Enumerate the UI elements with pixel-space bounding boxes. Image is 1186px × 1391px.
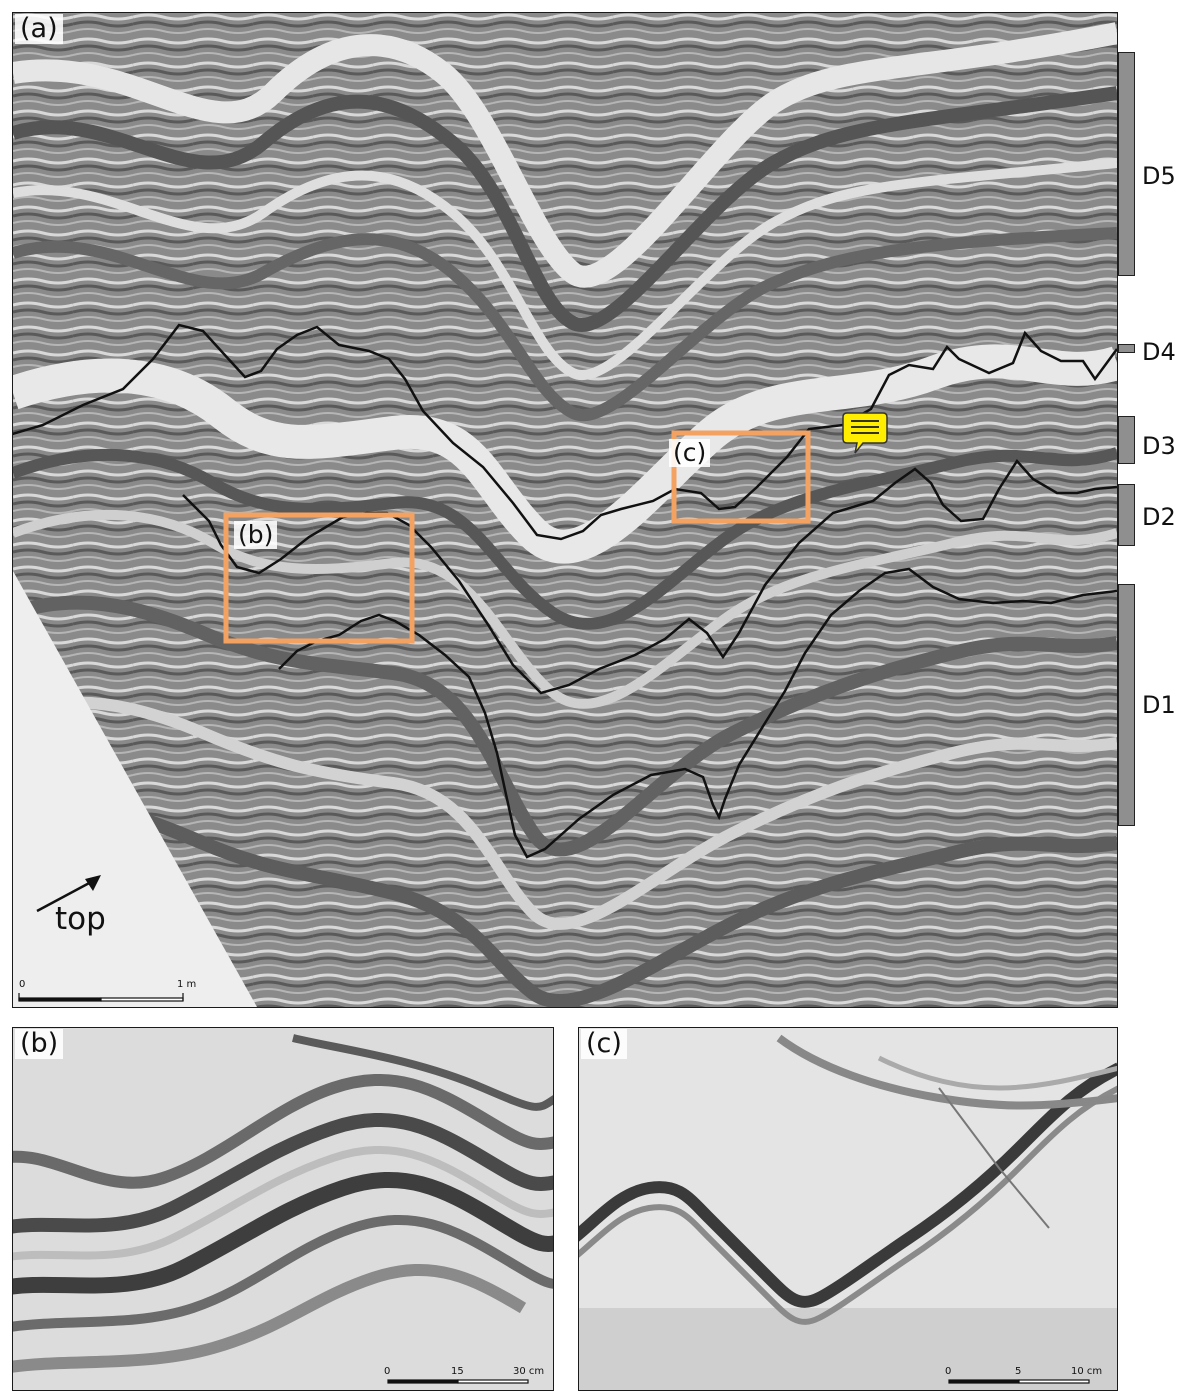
unit-label-d1: D1 (1142, 691, 1176, 719)
scale-bar-b (387, 1379, 529, 1384)
inset-box-c (671, 430, 811, 524)
unit-label-d5: D5 (1142, 162, 1176, 190)
scale-tick-b-1: 15 (451, 1366, 464, 1377)
panel-c: (c) 0 5 10 cm (578, 1027, 1118, 1391)
inset-label-c: (c) (669, 439, 711, 467)
inset-label-b: (b) (234, 521, 278, 549)
scale-tick-b-0: 0 (384, 1366, 391, 1377)
scale-end-a: 1 m (177, 979, 197, 990)
scale-bar-a (18, 993, 184, 1002)
scale-tick-c-1: 5 (1015, 1366, 1022, 1377)
comment-icon[interactable] (841, 411, 889, 457)
unit-bar-d1 (1118, 584, 1135, 826)
arrow-icon (36, 875, 101, 913)
scale-tick-c-0: 0 (945, 1366, 952, 1377)
outcrop-photo-c (579, 1028, 1117, 1390)
panel-label-c: (c) (581, 1029, 627, 1059)
panel-b: (b) 0 15 30 cm (12, 1027, 554, 1391)
scale-start-a: 0 (19, 979, 26, 990)
unit-label-d3: D3 (1142, 432, 1176, 460)
outcrop-photo-b (13, 1028, 553, 1390)
unit-bar-d2 (1118, 484, 1135, 546)
scale-bar-c (948, 1379, 1090, 1384)
inset-box-b (223, 512, 415, 644)
unit-label-d2: D2 (1142, 503, 1176, 531)
unit-label-d4: D4 (1142, 338, 1176, 366)
panel-label-b: (b) (15, 1029, 64, 1059)
outcrop-photo-a (13, 13, 1117, 1007)
panel-label-a: (a) (15, 14, 63, 44)
panel-a: (a) (b) (c) top 0 1 m (12, 12, 1118, 1008)
orientation-label: top (55, 901, 106, 937)
scale-tick-c-2: 10 cm (1071, 1366, 1103, 1377)
unit-bar-d4 (1118, 344, 1135, 353)
unit-bar-d5 (1118, 52, 1135, 276)
unit-bar-d3 (1118, 416, 1135, 464)
scale-tick-b-2: 30 cm (513, 1366, 545, 1377)
